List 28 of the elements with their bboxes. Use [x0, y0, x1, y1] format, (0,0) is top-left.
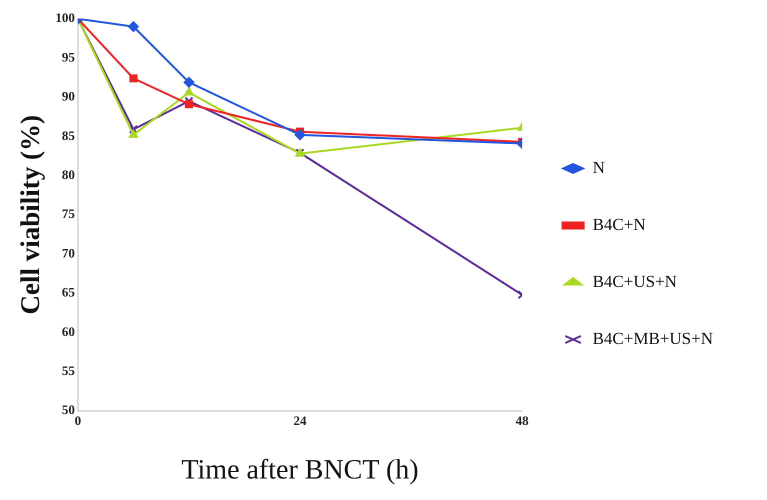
- y-tick-label: 70: [62, 245, 75, 260]
- y-tick-label: 55: [62, 362, 76, 378]
- point: [128, 21, 139, 32]
- x-tick-label: 0: [74, 412, 82, 428]
- y-tick-label: 80: [62, 166, 75, 182]
- point: [294, 129, 306, 140]
- y-tick-label: 100: [55, 10, 75, 26]
- point: [128, 129, 138, 138]
- x-tick-label: 48: [516, 412, 530, 428]
- point: [184, 100, 193, 108]
- legend-label: B4C+N: [592, 214, 646, 234]
- x-tick-label: 24: [294, 412, 307, 428]
- y-axis-title: Cell viability (%): [15, 115, 46, 315]
- y-tick-label: 60: [62, 324, 75, 339]
- y-tick-label: 95: [62, 49, 76, 64]
- y-tick-label: 50: [62, 402, 75, 418]
- legend-label: N: [592, 158, 605, 177]
- x-axis-title: Time after BNCT (h): [181, 454, 419, 486]
- y-tick-label: 65: [62, 284, 76, 300]
- point: [129, 74, 138, 82]
- point: [183, 76, 194, 88]
- y-tick-label: 85: [62, 128, 76, 143]
- y-tick-label: 75: [62, 206, 76, 222]
- point: [184, 86, 194, 96]
- legend-label: B4C+US+N: [592, 272, 677, 291]
- y-tick-label: 90: [62, 88, 75, 104]
- legend-label: B4C+MB+US+N: [592, 328, 714, 348]
- point: [128, 124, 138, 134]
